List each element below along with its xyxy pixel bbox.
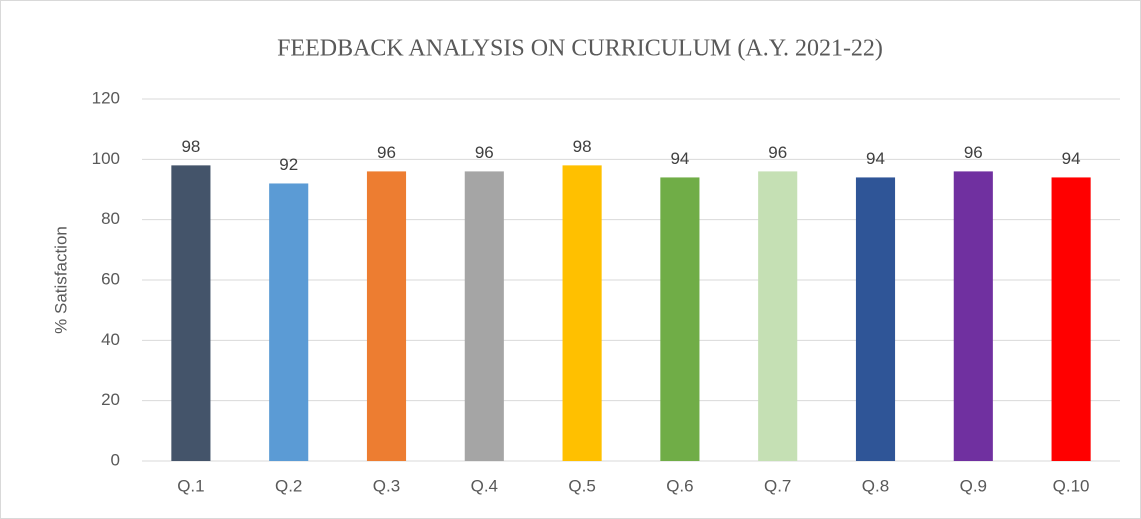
y-tick-label: 60 — [101, 269, 120, 288]
y-tick-label: 0 — [111, 450, 120, 469]
y-axis-label: % Satisfaction — [51, 226, 70, 334]
x-tick-label: Q.4 — [471, 476, 498, 495]
y-tick-label: 80 — [101, 209, 120, 228]
x-tick-label: Q.7 — [764, 476, 791, 495]
bar — [366, 171, 407, 461]
x-tick-label: Q.1 — [177, 476, 204, 495]
x-tick-label: Q.10 — [1053, 476, 1090, 495]
data-label: 96 — [377, 143, 396, 162]
data-label: 98 — [573, 137, 592, 156]
x-tick-label: Q.2 — [275, 476, 302, 495]
data-label: 98 — [181, 137, 200, 156]
x-tick-label: Q.9 — [960, 476, 987, 495]
x-tick-label: Q.6 — [666, 476, 693, 495]
bar — [855, 177, 896, 461]
bar — [464, 171, 504, 461]
y-tick-label: 20 — [101, 390, 120, 409]
bar — [660, 177, 700, 461]
bar — [171, 165, 211, 461]
chart-title: FEEDBACK ANALYSIS ON CURRICULUM (A.Y. 20… — [277, 36, 883, 62]
data-label: 94 — [1062, 149, 1081, 168]
y-tick-label: 100 — [92, 149, 120, 168]
y-tick-label: 120 — [92, 88, 120, 107]
x-tick-label: Q.5 — [568, 476, 595, 495]
y-tick-label: 40 — [101, 330, 120, 349]
x-tick-label: Q.3 — [373, 476, 400, 495]
bar — [562, 165, 602, 461]
bar — [953, 171, 993, 461]
x-tick-label: Q.8 — [862, 476, 889, 495]
data-label: 94 — [866, 149, 885, 168]
bar — [758, 171, 798, 461]
data-label: 92 — [279, 155, 298, 174]
data-label: 96 — [768, 143, 787, 162]
data-label: 96 — [964, 143, 983, 162]
data-label: 94 — [670, 149, 689, 168]
bar — [269, 183, 309, 461]
bar — [1051, 177, 1091, 461]
data-label: 96 — [475, 143, 494, 162]
